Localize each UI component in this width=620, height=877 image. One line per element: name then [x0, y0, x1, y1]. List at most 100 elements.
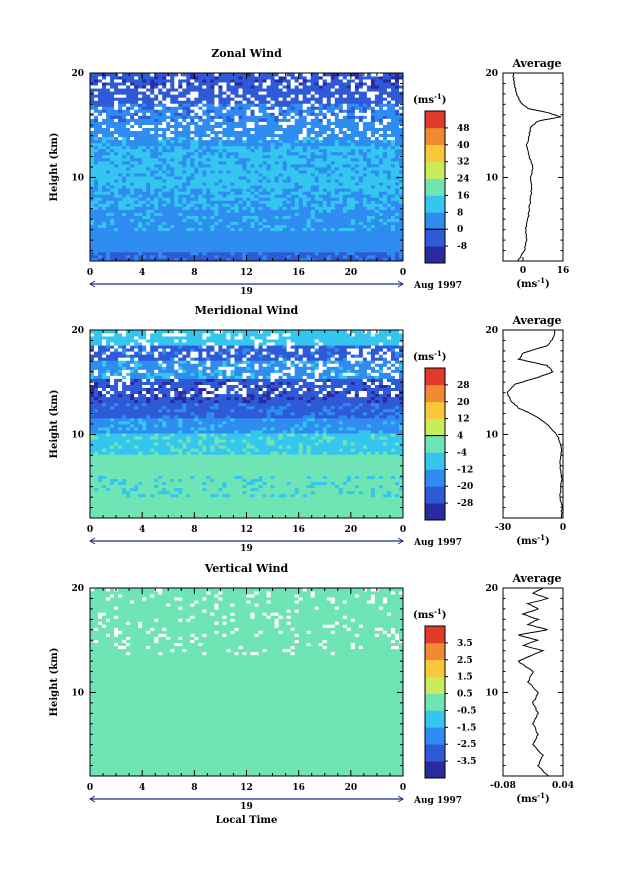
heatmap-cell	[283, 100, 287, 103]
heatmap-cell	[315, 191, 319, 194]
heatmap-cell	[242, 122, 246, 125]
heatmap-cell	[194, 143, 198, 146]
x-tick-label: 16	[292, 268, 305, 278]
heatmap-cell	[194, 203, 198, 206]
heatmap-cell	[202, 197, 206, 200]
heatmap-cell	[102, 170, 106, 173]
heatmap-cell	[271, 112, 275, 115]
heatmap-cell	[130, 152, 134, 155]
heatmap-cell	[391, 94, 395, 97]
heatmap-cell	[118, 173, 122, 176]
heatmap-cell	[303, 76, 307, 79]
heatmap-cell	[154, 94, 158, 97]
heatmap-cell	[130, 146, 134, 149]
heatmap-cell	[114, 185, 118, 188]
heatmap-cell	[363, 182, 367, 185]
heatmap-cell	[303, 246, 307, 249]
heatmap-cell	[295, 140, 299, 143]
heatmap-cell	[190, 173, 194, 176]
heatmap-cell	[359, 91, 363, 94]
heatmap-cell	[295, 85, 299, 88]
heatmap-cell	[355, 200, 359, 203]
heatmap-cell	[178, 216, 182, 219]
heatmap-cell	[263, 252, 267, 255]
heatmap-cell	[146, 173, 150, 176]
heatmap-cell	[383, 112, 387, 115]
heatmap-cell	[319, 206, 323, 209]
heatmap-cell	[339, 97, 343, 100]
heatmap-cell	[134, 240, 138, 243]
heatmap-cell	[146, 212, 150, 215]
heatmap-cell	[327, 137, 331, 140]
heatmap-cell	[391, 249, 395, 252]
heatmap-cell	[202, 246, 206, 249]
heatmap-cell	[242, 158, 246, 161]
heatmap-cell	[391, 140, 395, 143]
heatmap-cell	[311, 118, 315, 121]
heatmap-cell	[383, 85, 387, 88]
heatmap-cell	[255, 88, 259, 91]
heatmap-cell	[122, 194, 126, 197]
heatmap-cell	[166, 85, 170, 88]
heatmap-cell	[126, 125, 130, 128]
heatmap-cell	[387, 73, 391, 76]
heatmap-cell	[178, 164, 182, 167]
heatmap-cell	[283, 94, 287, 97]
heatmap-cell	[387, 231, 391, 234]
heatmap-cell	[283, 185, 287, 188]
heatmap-cell	[130, 255, 134, 258]
heatmap-cell	[234, 176, 238, 179]
heatmap-cell	[263, 167, 267, 170]
heatmap-cell	[247, 155, 251, 158]
heatmap-cell	[383, 231, 387, 234]
heatmap-cell	[363, 228, 367, 231]
heatmap-cell	[379, 237, 383, 240]
heatmap-cell	[126, 164, 130, 167]
heatmap-cell	[218, 225, 222, 228]
heatmap-cell	[222, 176, 226, 179]
heatmap-cell	[367, 243, 371, 246]
heatmap-cell	[214, 240, 218, 243]
heatmap-cell	[218, 152, 222, 155]
heatmap-cell	[238, 140, 242, 143]
heatmap-cell	[391, 209, 395, 212]
heatmap-cell	[134, 200, 138, 203]
heatmap-cell	[275, 225, 279, 228]
heatmap-cell	[154, 182, 158, 185]
heatmap-cell	[315, 182, 319, 185]
heatmap-cell	[114, 255, 118, 258]
heatmap-cell	[130, 149, 134, 152]
heatmap-cell	[359, 206, 363, 209]
heatmap-cell	[218, 143, 222, 146]
heatmap-cell	[271, 143, 275, 146]
heatmap-cell	[367, 91, 371, 94]
heatmap-cell	[134, 197, 138, 200]
heatmap-cell	[283, 143, 287, 146]
heatmap-cell	[226, 252, 230, 255]
heatmap-cell	[198, 246, 202, 249]
heatmap-cell	[391, 82, 395, 85]
heatmap-cell	[150, 100, 154, 103]
heatmap-cell	[267, 255, 271, 258]
heatmap-cell	[247, 152, 251, 155]
heatmap-cell	[130, 128, 134, 131]
heatmap-cell	[194, 109, 198, 112]
heatmap-cell	[383, 146, 387, 149]
heatmap-cell	[299, 97, 303, 100]
heatmap-cell	[311, 125, 315, 128]
heatmap-cell	[234, 209, 238, 212]
heatmap-cell	[275, 82, 279, 85]
heatmap-cell	[335, 109, 339, 112]
heatmap-cell	[335, 182, 339, 185]
heatmap-cell	[106, 106, 110, 109]
heatmap-cell	[387, 179, 391, 182]
heatmap-cell	[226, 176, 230, 179]
heatmap-cell	[247, 79, 251, 82]
heatmap-cell	[363, 203, 367, 206]
heatmap-cell	[198, 103, 202, 106]
heatmap-cell	[126, 109, 130, 112]
heatmap-cell	[186, 225, 190, 228]
heatmap-cell	[387, 152, 391, 155]
heatmap-cell	[238, 219, 242, 222]
